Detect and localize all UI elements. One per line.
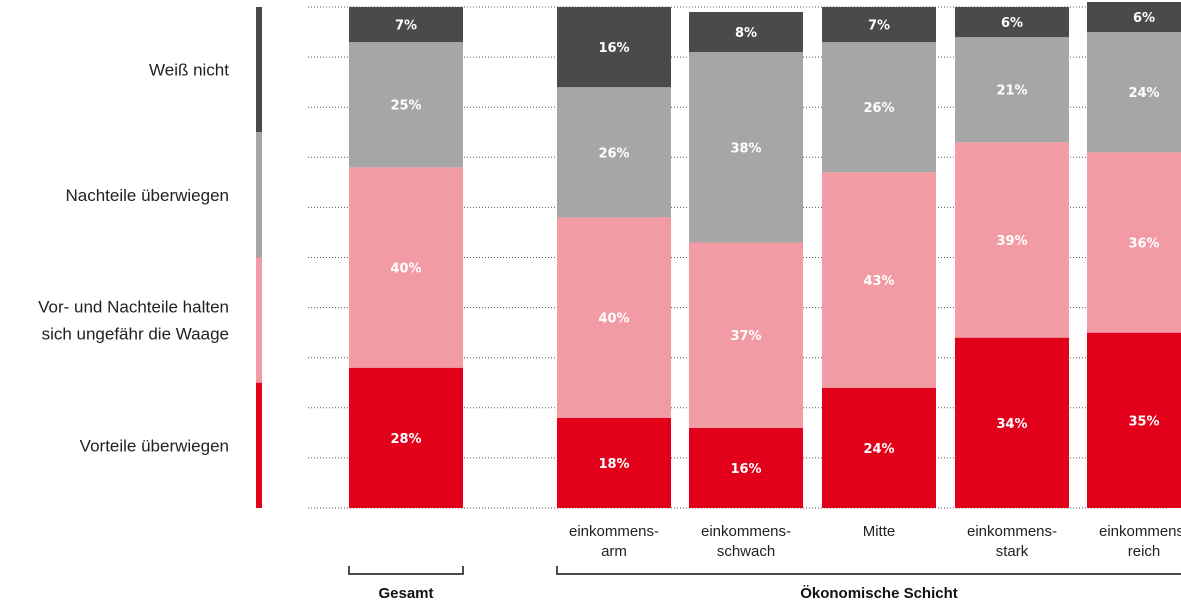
legend-label: sich ungefähr die Waage <box>42 325 229 344</box>
data-label: 7% <box>868 19 890 34</box>
category-label: schwach <box>717 543 775 560</box>
data-label: 16% <box>598 41 629 56</box>
bar-segment <box>689 52 803 243</box>
bar-segment <box>689 427 803 508</box>
bar-segment <box>955 37 1069 143</box>
legend-swatch <box>256 7 262 133</box>
group-bracket <box>556 566 1181 575</box>
bar-segment <box>557 417 671 508</box>
bar-segment <box>822 387 936 508</box>
bar-segment <box>689 12 803 53</box>
data-label: 40% <box>598 312 629 327</box>
bar-segment <box>689 242 803 428</box>
bar-segment <box>349 167 463 368</box>
legend-label: Weiß nicht <box>149 61 229 80</box>
bar-segment <box>1087 1 1181 33</box>
data-label: 36% <box>1128 236 1159 251</box>
bar-segment <box>557 87 671 218</box>
data-label: 34% <box>996 417 1027 432</box>
category-label: einkommens- <box>1099 523 1181 540</box>
bar-segment <box>1087 152 1181 333</box>
category-label: einkommens- <box>701 523 791 540</box>
bar-segment <box>822 42 936 173</box>
group-bracket <box>348 566 464 575</box>
category-label: stark <box>996 543 1029 560</box>
legend-label: Vor- und Nachteile halten <box>38 298 229 317</box>
legend-swatch <box>256 132 262 258</box>
bar-segment <box>349 7 463 43</box>
group-label: Gesamt <box>378 585 433 602</box>
data-label: 7% <box>395 19 417 34</box>
bar-segment <box>1087 332 1181 508</box>
data-label: 26% <box>863 101 894 116</box>
data-label: 26% <box>598 146 629 161</box>
bar-segment <box>557 217 671 418</box>
data-label: 38% <box>730 141 761 156</box>
legend-label: Nachteile überwiegen <box>66 186 230 205</box>
legend-swatch <box>256 382 262 508</box>
data-label: 8% <box>735 26 757 41</box>
bar-segment <box>955 142 1069 338</box>
legend-swatch <box>256 257 262 383</box>
legend-label: Vorteile überwiegen <box>80 436 229 455</box>
data-label: 24% <box>1128 86 1159 101</box>
data-label: 16% <box>730 462 761 477</box>
category-label: einkommens- <box>569 523 659 540</box>
bar-segment <box>822 7 936 43</box>
bar-segment <box>349 367 463 508</box>
bar-segment <box>557 7 671 88</box>
data-label: 40% <box>390 262 421 277</box>
data-label: 6% <box>1133 11 1155 26</box>
category-label: einkommens- <box>967 523 1057 540</box>
category-label: arm <box>601 543 627 560</box>
data-label: 43% <box>863 274 894 289</box>
category-labels: einkommens-arm einkommens-schwach Mitte ein… <box>569 523 1181 560</box>
data-label: 6% <box>1001 16 1023 31</box>
data-label: 25% <box>390 99 421 114</box>
data-label: 18% <box>598 457 629 472</box>
category-label: Mitte <box>863 523 896 540</box>
bars: 28% 40% 25% 7% 18% 40% 26% 16% 16% 37% 38% 8% 24% 43%… <box>349 1 1181 508</box>
bar-segment <box>822 172 936 388</box>
data-label: 28% <box>390 432 421 447</box>
bar-segment <box>1087 32 1181 153</box>
group-label: Ökonomische Schicht <box>800 585 958 602</box>
data-label: 37% <box>730 329 761 344</box>
data-label: 39% <box>996 234 1027 249</box>
bar-segment <box>955 337 1069 508</box>
bar-segment <box>349 42 463 168</box>
data-label: 24% <box>863 442 894 457</box>
data-label: 21% <box>996 84 1027 99</box>
bar-segment <box>955 7 1069 38</box>
data-label: 35% <box>1128 414 1159 429</box>
group-brackets: Gesamt Ökonomische Schicht <box>348 566 1181 602</box>
legend: Weiß nicht Nachteile überwiegen Vor- und N… <box>38 7 262 508</box>
category-label: reich <box>1128 543 1161 560</box>
